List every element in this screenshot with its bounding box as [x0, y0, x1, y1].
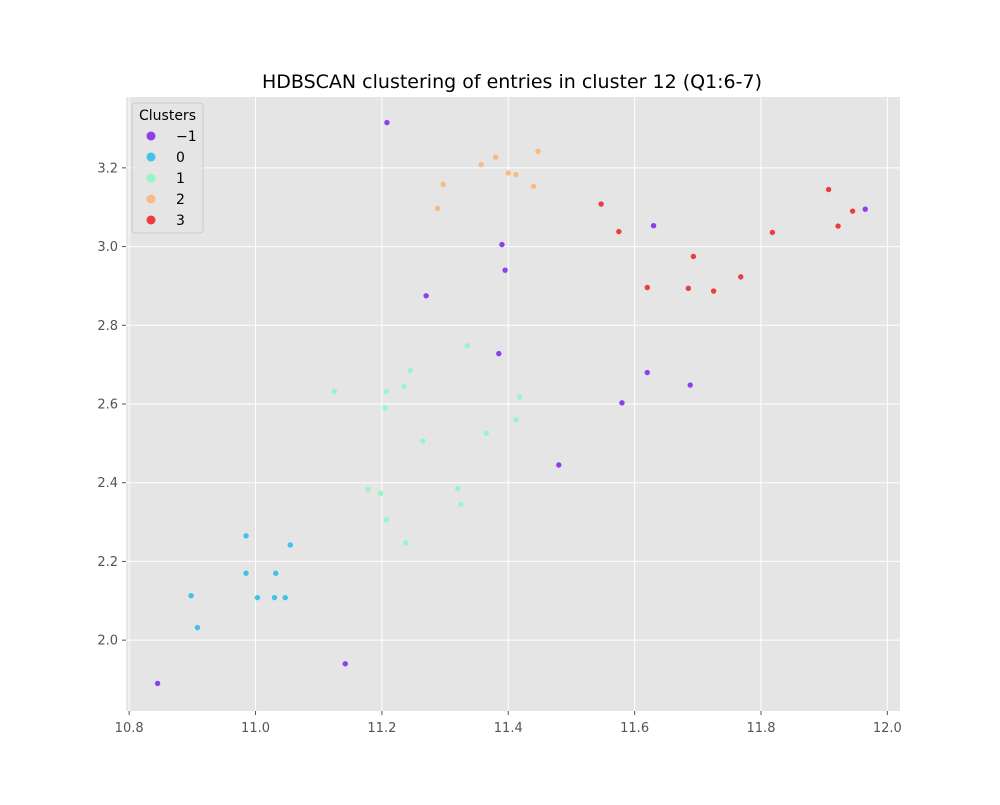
data-point	[188, 592, 194, 599]
data-point	[505, 170, 511, 176]
legend-marker	[146, 215, 156, 225]
y-tick-label: 2.6	[97, 398, 118, 413]
data-point	[513, 171, 519, 178]
data-point	[423, 293, 429, 299]
data-point	[825, 186, 832, 193]
data-point	[458, 501, 464, 508]
legend-label: 2	[176, 192, 185, 208]
y-tick-label: 3.0	[97, 240, 118, 255]
data-point	[464, 343, 470, 349]
data-point	[513, 417, 519, 423]
data-point	[383, 388, 390, 395]
legend-label: 1	[176, 171, 185, 187]
data-point	[535, 148, 541, 155]
data-point	[383, 517, 390, 523]
data-point	[499, 241, 505, 248]
data-point	[434, 205, 441, 212]
data-point	[243, 533, 249, 539]
data-point	[440, 181, 446, 188]
grid-lines	[126, 97, 900, 711]
y-tick-label: 2.8	[97, 319, 118, 334]
data-point	[598, 201, 604, 207]
y-tick-label: 3.2	[97, 161, 118, 176]
data-point	[420, 438, 426, 444]
data-point	[243, 570, 249, 576]
data-point	[650, 223, 657, 229]
data-points	[154, 119, 868, 687]
data-point	[687, 382, 693, 388]
data-point	[287, 542, 293, 548]
data-point	[273, 570, 279, 576]
x-tick-label: 11.8	[747, 721, 776, 736]
data-point	[384, 119, 390, 126]
data-point	[849, 208, 856, 214]
data-point	[377, 490, 384, 497]
data-point	[530, 183, 537, 190]
data-point	[496, 350, 502, 357]
y-tick-label: 2.2	[97, 555, 118, 570]
data-point	[403, 540, 409, 546]
legend-label: 3	[176, 213, 185, 229]
data-point	[365, 486, 371, 493]
data-point	[690, 253, 697, 260]
legend: Clusters −1 0 1 2 3	[131, 102, 204, 234]
legend-marker	[146, 194, 156, 204]
x-tick-label: 11.0	[241, 721, 270, 736]
data-point	[254, 594, 261, 601]
data-point	[401, 383, 407, 389]
data-point	[282, 594, 288, 601]
axis-ticks: 10.8 11.0 11.2 11.4 11.6 11.8 12.0 2.0 2.2 2.4 2.6…	[97, 161, 902, 736]
legend-label: −1	[176, 129, 197, 145]
y-tick-label: 2.0	[97, 634, 118, 649]
data-point	[644, 369, 650, 376]
data-point	[619, 400, 625, 406]
legend-entries: −1 0 1 2 3	[146, 129, 197, 229]
x-tick-label: 11.4	[494, 721, 523, 736]
data-point	[194, 624, 201, 631]
data-point	[769, 229, 776, 236]
data-point	[407, 367, 414, 374]
data-point	[862, 206, 868, 212]
data-point	[271, 594, 278, 601]
data-point	[382, 405, 388, 411]
x-tick-label: 10.8	[115, 721, 144, 736]
x-tick-label: 11.2	[367, 721, 396, 736]
legend-marker	[146, 152, 156, 162]
data-point	[342, 661, 348, 667]
legend-title: Clusters	[139, 108, 196, 124]
data-point	[556, 462, 562, 468]
legend-marker	[146, 173, 156, 183]
data-point	[738, 274, 744, 280]
data-point	[644, 284, 650, 291]
data-point	[492, 154, 499, 160]
legend-label: 0	[176, 150, 185, 166]
data-point	[516, 394, 523, 400]
data-point	[502, 267, 508, 273]
x-tick-label: 12.0	[873, 721, 902, 736]
legend-marker	[146, 131, 156, 141]
data-point	[154, 680, 161, 687]
data-point	[478, 161, 484, 168]
y-tick-label: 2.4	[97, 476, 118, 491]
data-point	[455, 485, 461, 492]
data-point	[685, 285, 692, 291]
data-point	[616, 228, 622, 235]
x-tick-label: 11.6	[620, 721, 649, 736]
data-point	[710, 288, 717, 294]
data-point	[331, 388, 338, 395]
chart-title: HDBSCAN clustering of entries in cluster…	[262, 71, 762, 93]
data-point	[483, 430, 489, 436]
data-point	[835, 223, 841, 229]
